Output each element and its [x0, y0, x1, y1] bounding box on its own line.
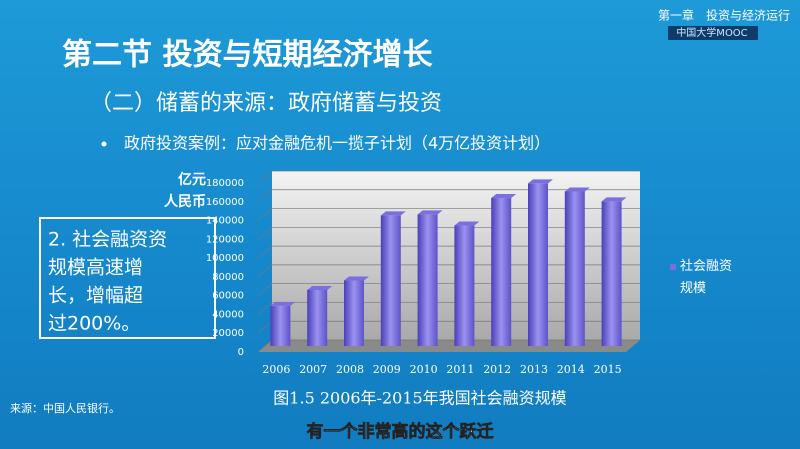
bullet-text: 政府投资案例：应对金融危机一揽子计划（4万亿投资计划） — [124, 134, 550, 153]
bar — [417, 214, 438, 346]
video-subtitle: 有一个非常高的这个跃迁 — [307, 421, 494, 442]
bar — [454, 225, 475, 346]
note-line: 规模高速增 — [48, 257, 143, 279]
note-line: 过200%。 — [48, 313, 140, 335]
bar-top — [564, 187, 590, 192]
y-tick-label: 120000 — [206, 234, 244, 245]
chart-title: 图1.5 2006年-2015年我国社会融资规模 — [273, 389, 566, 408]
bar-top — [380, 211, 406, 216]
slide-subtitle: （二）储蓄的来源：政府储蓄与投资 — [90, 91, 442, 116]
x-tick-label: 2014 — [557, 363, 585, 376]
y-tick-label: 60000 — [212, 291, 244, 302]
grid-line — [257, 264, 640, 278]
y-axis-label: 亿元 — [178, 171, 206, 188]
chapter: 第一章 投资与经济运行 — [658, 8, 790, 23]
bar-top — [601, 197, 627, 202]
bar-top — [417, 210, 443, 215]
x-tick-label: 2013 — [520, 363, 548, 376]
y-tick-label: 140000 — [206, 216, 244, 227]
note-line: 2. 社会融资资 — [48, 229, 167, 251]
bar — [270, 305, 291, 346]
x-tick-label: 2010 — [410, 363, 438, 376]
slide-title: 第二节 投资与短期经济增长 — [62, 38, 432, 73]
y-tick-label: 40000 — [212, 309, 244, 320]
grid-line — [257, 283, 640, 296]
bar-top — [454, 221, 480, 226]
grid-line — [257, 245, 640, 259]
bar — [491, 198, 512, 346]
bar — [344, 280, 364, 346]
x-tick-label: 2009 — [373, 363, 401, 376]
grid-line — [257, 208, 640, 221]
bar — [380, 215, 401, 346]
bar — [528, 183, 548, 346]
grid-line — [257, 170, 640, 184]
y-axis-label: 人民币 — [164, 193, 206, 210]
bar-top — [528, 179, 553, 184]
x-tick-label: 2007 — [299, 363, 327, 376]
bar — [601, 201, 622, 346]
logo-bg — [668, 26, 758, 40]
y-tick-label: 100000 — [206, 253, 244, 264]
grid-line — [257, 189, 640, 203]
note-line: 长，增幅超 — [48, 285, 143, 307]
bar-top — [270, 301, 296, 306]
bullet-dot — [101, 141, 107, 147]
bar — [307, 289, 328, 346]
source: 来源：中国人民银行。 — [10, 401, 120, 415]
logo: 中国大学MOOC — [676, 26, 747, 39]
y-tick-label: 160000 — [206, 197, 244, 208]
x-tick-label: 2011 — [446, 363, 474, 376]
grid-line — [257, 226, 640, 240]
bar — [564, 191, 585, 346]
legend-entry: 社会融资规模 — [670, 256, 734, 300]
y-tick-label: 180000 — [206, 178, 244, 189]
grid-line — [257, 302, 640, 315]
y-tick-label: 80000 — [212, 272, 244, 283]
y-tick-label: 0 — [238, 347, 244, 358]
x-tick-label: 2006 — [262, 363, 290, 376]
x-tick-label: 2015 — [594, 363, 622, 376]
bar-top — [491, 194, 517, 199]
x-tick-label: 2008 — [336, 363, 364, 376]
bar-top — [307, 285, 333, 290]
note-box — [39, 217, 216, 339]
bar-top — [344, 276, 369, 281]
x-tick-label: 2012 — [483, 363, 511, 376]
y-tick-label: 20000 — [212, 328, 244, 339]
